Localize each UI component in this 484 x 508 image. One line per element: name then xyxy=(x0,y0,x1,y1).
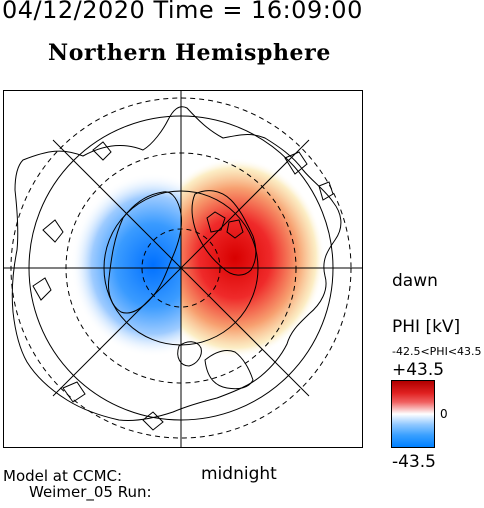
datetime-title: 04/12/2020 Time = 16:09:00 xyxy=(2,0,363,24)
colorbar-title: PHI [kV] xyxy=(392,317,461,337)
colorbar xyxy=(391,380,435,448)
graticule xyxy=(3,90,363,448)
model-label: Model at CCMC: xyxy=(3,467,123,485)
potential-cells xyxy=(71,145,325,390)
midnight-label: midnight xyxy=(201,464,277,484)
polar-map xyxy=(3,90,363,448)
run-label: Weimer_05 Run: xyxy=(29,483,152,501)
colorbar-min-label: -43.5 xyxy=(392,452,436,472)
hemisphere-title: Northern Hemisphere xyxy=(48,40,331,66)
colorbar-range: -42.5<PHI<43.5 xyxy=(392,345,482,358)
colorbar-max-label: +43.5 xyxy=(392,360,445,380)
coastlines xyxy=(11,106,342,431)
meridian-line xyxy=(52,139,310,397)
polar-map-svg xyxy=(3,90,363,448)
colorbar-zero-label: 0 xyxy=(440,407,448,421)
dawn-label: dawn xyxy=(392,271,438,291)
negative-potential-cell xyxy=(71,173,181,357)
